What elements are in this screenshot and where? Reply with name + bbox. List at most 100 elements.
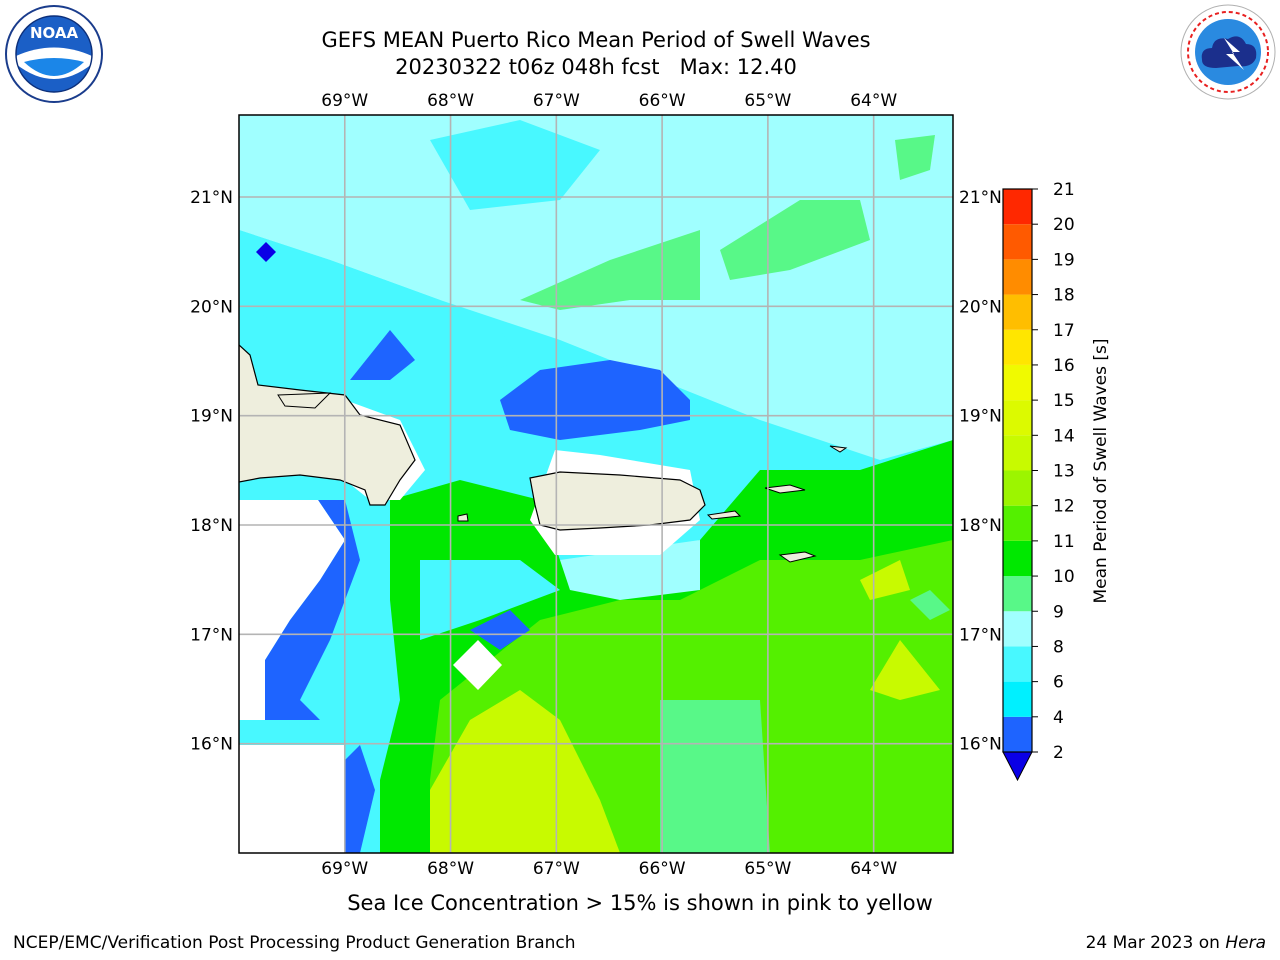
colorbar-segment-11 (1003, 329, 1032, 365)
colorbar-segment-4 (1003, 576, 1032, 612)
swell-field-2-4d (345, 745, 375, 853)
colorbar-tick-label-6: 11 (1053, 532, 1075, 552)
colorbar-tick-label-0: 2 (1053, 743, 1064, 763)
swell-field-2-4e (470, 610, 530, 650)
lat-label-right-0: 21°N (959, 188, 1002, 208)
swell-field-12-13c (870, 640, 940, 700)
lon-labels-top: 69°W 68°W 67°W 66°W 65°W 64°W (321, 91, 897, 111)
lon-label-top-4: 65°W (744, 91, 791, 111)
land-mona (457, 513, 469, 522)
colorbar-tick-label-10: 15 (1053, 391, 1075, 411)
land-hispaniola (239, 344, 416, 506)
lon-label-top-1: 68°W (427, 91, 474, 111)
lat-labels-right: 21°N 20°N 19°N 18°N 17°N 16°N (959, 188, 1002, 755)
colorbar-tick-label-1: 4 (1053, 708, 1064, 728)
swell-field-6-8c (420, 560, 560, 640)
colorbar-segment-2 (1003, 646, 1032, 682)
colorbar-tick-label-13: 18 (1053, 286, 1075, 306)
land-vieques (706, 510, 742, 520)
map-frame (238, 114, 954, 854)
footer-credit: NCEP/EMC/Verification Post Processing Pr… (13, 933, 576, 953)
land-tortuga (277, 392, 332, 409)
lat-label-left-2: 19°N (190, 407, 233, 427)
swell-field-9-10c (895, 135, 935, 180)
lon-labels-bottom: 69°W 68°W 67°W 66°W 65°W 64°W (321, 859, 897, 879)
colorbar-tick-label-7: 12 (1053, 497, 1075, 517)
swell-field-min (256, 242, 276, 262)
colorbar-segment-14 (1003, 224, 1032, 260)
swell-field-9-10 (520, 230, 700, 310)
lon-label-bottom-0: 69°W (321, 859, 368, 879)
map-area (239, 115, 953, 853)
swell-field-9-10e (910, 590, 950, 620)
colorbar-segment-7 (1003, 470, 1032, 506)
swell-field-12-13 (430, 690, 620, 853)
lat-label-left-3: 18°N (190, 516, 233, 536)
colorbar-tick-label-9: 14 (1053, 426, 1075, 446)
colorbar-tick-label-2: 6 (1053, 673, 1064, 693)
lon-label-top-2: 67°W (533, 91, 580, 111)
colorbar-tick-label-14: 19 (1053, 250, 1075, 270)
swell-field-12-13b (860, 560, 910, 600)
lon-label-bottom-5: 64°W (850, 859, 897, 879)
lat-label-right-5: 16°N (959, 735, 1002, 755)
swell-field-2-4b (350, 330, 415, 380)
footer-host: Hera (1225, 933, 1266, 953)
colorbar-segment-3 (1003, 611, 1032, 647)
lat-label-left-1: 20°N (190, 297, 233, 317)
sea-ice-note: Sea Ice Concentration > 15% is shown in … (347, 891, 933, 915)
colorbar-segment-8 (1003, 435, 1032, 471)
colorbar-tick-label-16: 21 (1053, 180, 1075, 200)
swell-field-2-4c (265, 500, 360, 720)
swell-field-2-4 (500, 360, 690, 440)
colorbar-segment-9 (1003, 400, 1032, 436)
land-st-croix (778, 551, 817, 563)
lat-label-left-5: 16°N (190, 735, 233, 755)
lat-label-right-1: 20°N (959, 297, 1002, 317)
colorbar-segment-15 (1003, 189, 1032, 225)
colorbar-extend (1002, 751, 1033, 782)
swell-field-9-10d (660, 700, 770, 853)
lat-labels-left: 21°N 20°N 19°N 18°N 17°N 16°N (190, 188, 233, 755)
chart-title: GEFS MEAN Puerto Rico Mean Period of Swe… (321, 28, 871, 52)
no-data-area-box (453, 640, 502, 690)
colorbar-tick-label-4: 9 (1053, 602, 1064, 622)
colorbar-segment-13 (1003, 259, 1032, 295)
no-data-area-west (239, 340, 345, 720)
colorbar-tick-label-3: 8 (1053, 637, 1064, 657)
swell-field-9-10b (720, 200, 870, 280)
colorbar-segment-5 (1003, 540, 1032, 577)
nws-logo-icon (1180, 4, 1276, 100)
swell-field-6-8 (430, 120, 600, 210)
colorbar-label: Mean Period of Swell Waves [s] (1091, 339, 1111, 604)
noaa-logo-icon: NOAA (5, 5, 103, 103)
colorbar-segment-6 (1003, 505, 1032, 541)
chart-subtitle: 20230322 t06z 048h fcst Max: 12.40 (395, 55, 797, 79)
footer-date: 24 Mar 2023 on Hera (1086, 933, 1266, 953)
lat-label-right-3: 18°N (959, 516, 1002, 536)
colorbar-tick-label-11: 16 (1053, 356, 1075, 376)
colorbar-segment-10 (1003, 364, 1032, 401)
colorbar-segment-12 (1003, 294, 1032, 330)
colorbar-tick-label-5: 10 (1053, 567, 1075, 587)
lat-label-right-2: 19°N (959, 407, 1002, 427)
lon-label-top-0: 69°W (321, 91, 368, 111)
noaa-logo-text: NOAA (30, 24, 79, 42)
map-graticule (239, 115, 953, 853)
lon-label-top-3: 66°W (639, 91, 686, 111)
land-anegada (829, 445, 848, 453)
colorbar-tick-label-12: 17 (1053, 321, 1075, 341)
colorbar-segment-1 (1003, 681, 1032, 717)
swell-field-6-8b (239, 230, 520, 380)
lon-label-bottom-4: 65°W (744, 859, 791, 879)
lat-label-left-4: 17°N (190, 625, 233, 645)
footer-date-text: 24 Mar 2023 on (1085, 933, 1226, 953)
lat-label-left-0: 21°N (190, 188, 233, 208)
no-data-area-southwest (239, 745, 345, 853)
lon-label-bottom-2: 67°W (533, 859, 580, 879)
colorbar-tick-label-8: 13 (1053, 462, 1075, 482)
lon-label-bottom-1: 68°W (427, 859, 474, 879)
colorbar-segment-0 (1003, 716, 1032, 752)
land-virgin-islands (764, 484, 806, 494)
